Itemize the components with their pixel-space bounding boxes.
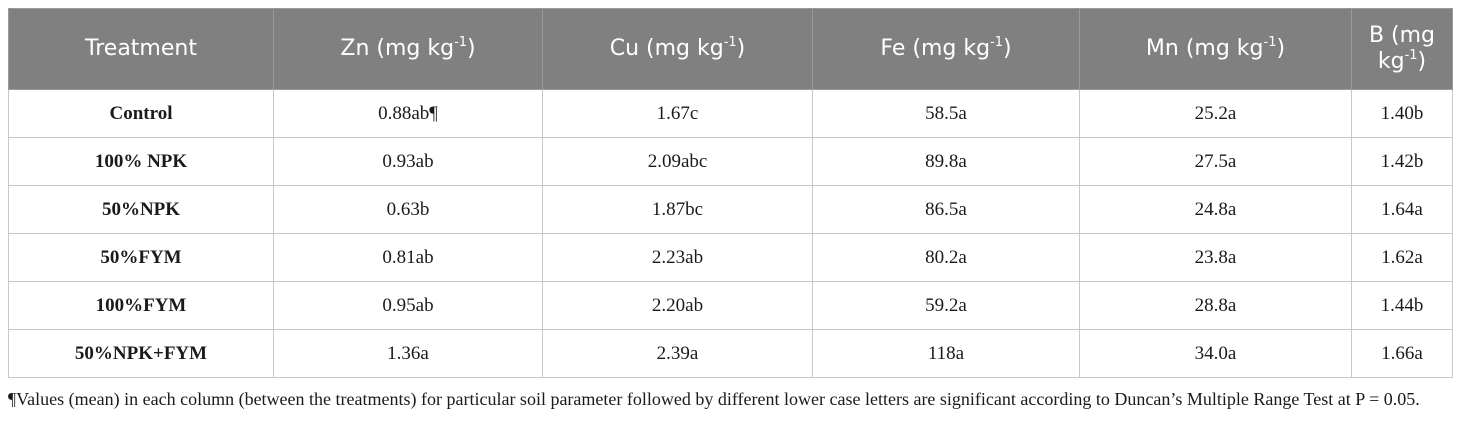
header-row: Treatment Zn (mg kg-1) Cu (mg kg-1) Fe (… [8,8,1453,90]
cell-fe: 86.5a [812,185,1080,234]
header-mn-label: Mn (mg kg [1145,35,1264,61]
header-fe-tail: ) [1003,35,1012,61]
cell-cu: 2.23ab [542,233,813,282]
cell-treatment: 50%FYM [8,233,274,282]
data-table-container: Treatment Zn (mg kg-1) Cu (mg kg-1) Fe (… [8,8,1453,378]
header-treatment: Treatment [8,8,274,90]
header-b: B (mg kg-1) [1351,8,1453,90]
table-row: 50%NPK 0.63b 1.87bc 86.5a 24.8a 1.64a [8,185,1453,234]
cell-fe: 59.2a [812,281,1080,330]
table-row: Control 0.88ab¶ 1.67c 58.5a 25.2a 1.40b [8,89,1453,138]
cell-b: 1.42b [1351,137,1453,186]
micronutrient-table: Treatment Zn (mg kg-1) Cu (mg kg-1) Fe (… [8,8,1453,378]
header-cu-tail: ) [736,35,746,61]
header-fe-sup: -1 [990,34,1004,50]
cell-b: 1.62a [1351,233,1453,282]
header-b-tail: ) [1417,49,1427,74]
cell-b: 1.44b [1351,281,1453,330]
cell-treatment: 50%NPK [8,185,274,234]
cell-zn: 0.95ab [273,281,543,330]
cell-b: 1.66a [1351,329,1453,378]
header-mn: Mn (mg kg-1) [1079,8,1352,90]
cell-treatment: Control [8,89,274,138]
header-treatment-label: Treatment [85,35,197,61]
header-zn-tail: ) [467,35,476,61]
table-row: 50%FYM 0.81ab 2.23ab 80.2a 23.8a 1.62a [8,233,1453,282]
cell-cu: 2.09abc [542,137,813,186]
header-zn: Zn (mg kg-1) [273,8,543,90]
cell-fe: 80.2a [812,233,1080,282]
cell-b: 1.40b [1351,89,1453,138]
header-cu: Cu (mg kg-1) [542,8,813,90]
table-footnote: ¶Values (mean) in each column (between t… [8,389,1420,409]
cell-mn: 25.2a [1079,89,1352,138]
header-zn-label: Zn (mg kg [340,35,455,61]
header-fe-label: Fe (mg kg [880,35,991,61]
cell-cu: 2.39a [542,329,813,378]
cell-zn: 0.93ab [273,137,543,186]
cell-treatment: 100%FYM [8,281,274,330]
cell-b: 1.64a [1351,185,1453,234]
header-zn-sup: -1 [454,34,468,50]
cell-fe: 58.5a [812,89,1080,138]
cell-mn: 34.0a [1079,329,1352,378]
cell-cu: 1.87bc [542,185,813,234]
cell-treatment: 50%NPK+FYM [8,329,274,378]
cell-zn: 1.36a [273,329,543,378]
cell-fe: 118a [812,329,1080,378]
header-b-sup: -1 [1404,48,1418,63]
cell-mn: 24.8a [1079,185,1352,234]
header-b-label: B (mg kg [1368,22,1436,74]
cell-mn: 27.5a [1079,137,1352,186]
cell-zn: 0.81ab [273,233,543,282]
cell-zn: 0.63b [273,185,543,234]
table-header: Treatment Zn (mg kg-1) Cu (mg kg-1) Fe (… [8,8,1453,90]
cell-treatment: 100% NPK [8,137,274,186]
header-mn-sup: -1 [1263,34,1277,50]
table-row: 100%FYM 0.95ab 2.20ab 59.2a 28.8a 1.44b [8,281,1453,330]
cell-cu: 2.20ab [542,281,813,330]
cell-zn: 0.88ab¶ [273,89,543,138]
cell-cu: 1.67c [542,89,813,138]
cell-fe: 89.8a [812,137,1080,186]
table-row: 100% NPK 0.93ab 2.09abc 89.8a 27.5a 1.42… [8,137,1453,186]
table-body: Control 0.88ab¶ 1.67c 58.5a 25.2a 1.40b … [8,89,1453,378]
table-row: 50%NPK+FYM 1.36a 2.39a 118a 34.0a 1.66a [8,329,1453,378]
cell-mn: 28.8a [1079,281,1352,330]
header-mn-tail: ) [1276,35,1286,61]
header-fe: Fe (mg kg-1) [812,8,1080,90]
header-cu-label: Cu (mg kg [609,35,724,61]
header-cu-sup: -1 [723,34,737,50]
cell-mn: 23.8a [1079,233,1352,282]
